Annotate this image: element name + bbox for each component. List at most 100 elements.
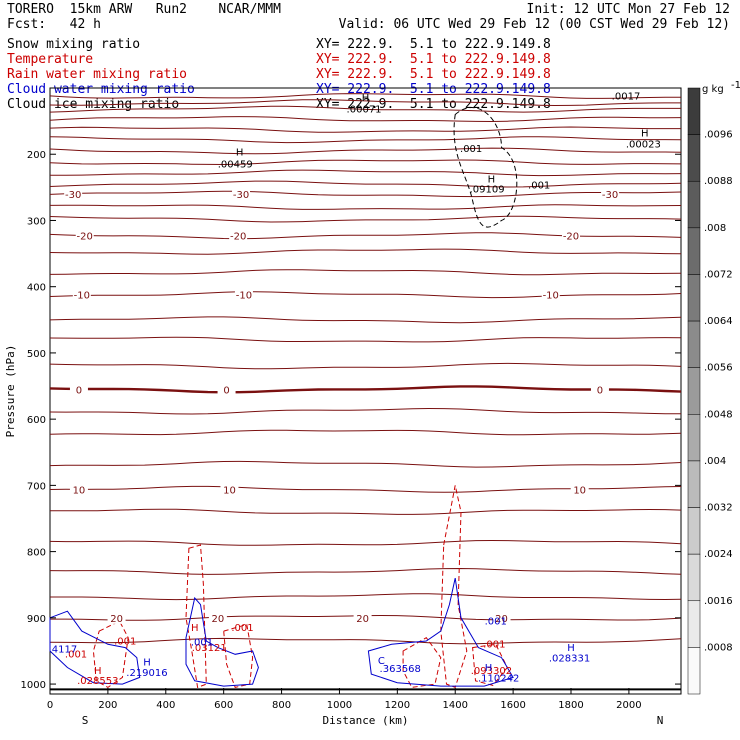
x-tick-label: 400 (156, 700, 175, 711)
extremum-label: .028331 (549, 654, 590, 665)
temperature-label: -30 (602, 190, 618, 201)
isotherm-line (49, 385, 682, 394)
isotherm-group (49, 93, 682, 645)
temperature-label: 10 (223, 485, 236, 496)
temperature-label: -10 (236, 291, 252, 302)
x-axis-label: Distance (km) (322, 714, 408, 727)
cloud-water-contours (49, 577, 514, 687)
colorbar-label: .0048 (704, 409, 733, 420)
extremum-label: .09109 (470, 185, 505, 196)
field-xy-1: XY= 222.9. 5.1 to 222.9.149.8 (316, 52, 551, 67)
temperature-label-bg (69, 383, 88, 396)
colorbar-segment (687, 134, 701, 182)
colorbar-label: .0064 (704, 316, 733, 327)
temperature-label: 20 (356, 614, 369, 625)
isotherm-line (49, 126, 681, 133)
colorbar-segment (687, 460, 701, 508)
field-name-2: Rain water mixing ratio (7, 67, 188, 82)
extremum-label: .001 (231, 623, 253, 634)
isotherm-line (50, 169, 682, 177)
colorbar-segment (687, 507, 701, 555)
cloud-water-contour (49, 610, 141, 685)
temperature-label-bg (75, 229, 94, 242)
temperature-label-bg (217, 383, 236, 396)
temperature-label-bg (220, 483, 239, 496)
y-tick-label: 500 (27, 349, 46, 360)
temperature-label: -10 (74, 291, 90, 302)
isotherm-line (49, 248, 682, 255)
colorbar-label: .0096 (704, 130, 733, 141)
colorbar-segment (687, 227, 701, 275)
temperature-label: 10 (73, 485, 86, 496)
colorbar-label: .0008 (704, 642, 733, 653)
x-tick-label: 1800 (558, 700, 583, 711)
y-tick-label: 600 (27, 415, 46, 426)
temperature-label: 20 (495, 614, 508, 625)
isotherm-line (49, 159, 682, 166)
rain-water-contour (402, 637, 442, 688)
temperature-label-bg (64, 187, 83, 200)
temperature-label-bg (229, 229, 248, 242)
isotherm-line (50, 593, 682, 601)
extremum-label: .001 (528, 181, 550, 192)
temperature-label-bg (234, 288, 253, 301)
isotherm-line (49, 232, 682, 240)
x-tick-label: 2000 (616, 700, 641, 711)
temperature-label-bg (232, 187, 251, 200)
colorbar-segment (687, 87, 701, 135)
extremum-label: H (641, 128, 649, 139)
field-name-1: Temperature (7, 52, 94, 67)
isotherm-line (49, 539, 682, 546)
colorbar-unit: g kg (702, 84, 724, 95)
extremum-label: .00023 (626, 140, 661, 151)
extremum-label: H (191, 623, 199, 634)
header-line1-right: Init: 12 UTC Mon 27 Feb 12 (526, 2, 731, 17)
colorbar-segment (687, 414, 701, 462)
isotherm-line (49, 567, 682, 575)
isotherm-line (49, 215, 682, 223)
cloud-water-contour (185, 596, 259, 687)
y-tick-label: 1000 (21, 680, 46, 691)
field-name-3: Cloud water mixing ratio (7, 82, 195, 97)
y-tick-label: 400 (27, 283, 46, 294)
extremum-label: .001 (483, 640, 505, 651)
colorbar-label: .004 (704, 456, 726, 467)
field-name-0: Snow mixing ratio (7, 37, 141, 52)
isotherm-line (49, 291, 682, 299)
isotherm-line (49, 429, 682, 436)
isotherm-line (49, 105, 681, 113)
y-tick-label: 800 (27, 548, 46, 559)
x-tick-label: 0 (47, 700, 53, 711)
colorbar-label: .0016 (704, 596, 733, 607)
x-end-label-north: N (657, 714, 664, 727)
rain-water-contour (92, 620, 129, 688)
isotherm-line (49, 136, 682, 144)
isotherm-line (49, 99, 681, 107)
colorbar-segment (687, 274, 701, 322)
header-line2-left: Fcst: 42 h (7, 17, 101, 32)
temperature-label-bg (541, 288, 560, 301)
extremum-label: .001 (485, 616, 507, 627)
isotherm-line (49, 316, 682, 324)
extremum-label: H (362, 93, 370, 104)
temperature-label-bg (353, 611, 372, 624)
temperature-label: 0 (597, 385, 603, 396)
extremum-label: H (488, 175, 496, 186)
isotherm-line (49, 204, 682, 210)
x-tick-label: 1000 (327, 700, 352, 711)
colorbar-segment (687, 367, 701, 415)
extremum-label: .028553 (77, 676, 118, 687)
x-tick-label: 1400 (443, 700, 468, 711)
colorbar-label: .0032 (704, 503, 733, 514)
temperature-label-bg (562, 229, 581, 242)
extremum-label: C (378, 656, 385, 667)
isotherm-line (49, 180, 682, 188)
colorbar-unit-sup: -1 (731, 80, 740, 91)
extremum-label: .001 (65, 650, 87, 661)
y-tick-label: 200 (27, 150, 46, 161)
temperature-label: -30 (233, 190, 249, 201)
isotherm-line (49, 460, 682, 468)
field-xy-2: XY= 222.9. 5.1 to 222.9.149.8 (316, 67, 551, 82)
colorbar-label: .0088 (704, 176, 733, 187)
